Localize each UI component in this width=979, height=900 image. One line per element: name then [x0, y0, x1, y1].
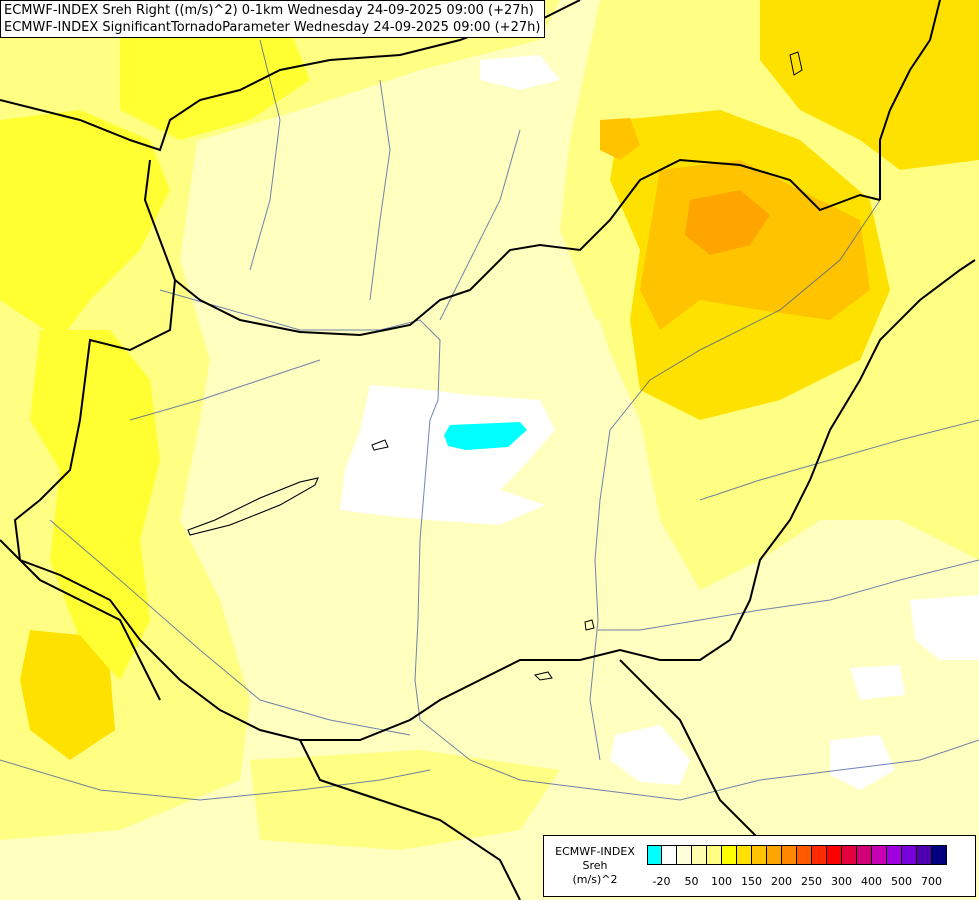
legend-tick-label: 300 [831, 875, 852, 888]
legend-swatch [842, 845, 857, 865]
field-gold-north [120, 10, 310, 140]
field-white-se-2 [830, 735, 895, 790]
legend-swatch [917, 845, 932, 865]
legend-tick-label: 500 [891, 875, 912, 888]
legend-swatch [932, 845, 947, 865]
legend-swatch [752, 845, 767, 865]
river-raba [129, 359, 321, 421]
field-cyan-spot [444, 422, 527, 450]
legend-swatch [677, 845, 692, 865]
field-white-center [340, 385, 555, 525]
border-bosnia [299, 739, 521, 900]
legend-tick-label: 100 [711, 875, 732, 888]
field-white-south [480, 55, 560, 90]
legend-tick-label: -20 [652, 875, 671, 888]
lake-small-se [584, 619, 595, 631]
field-gold-ne [760, 0, 979, 170]
river-somes [699, 419, 979, 501]
legend-tick-label: 400 [861, 875, 882, 888]
legend-label: ECMWF-INDEX Sreh (m/s)^2 [548, 845, 642, 887]
legend-tick-label: 700 [921, 875, 942, 888]
legend-tick-label: 200 [771, 875, 792, 888]
field-gold-sw [20, 630, 115, 760]
river-sava [0, 759, 431, 801]
river-hron [439, 129, 521, 321]
border-ukraine [879, 0, 941, 200]
legend-swatch [782, 845, 797, 865]
title-line-2: ECMWF-INDEX SignificantTornadoParameter … [4, 20, 541, 35]
border-hungary-austria [13, 259, 976, 741]
river-morava [249, 39, 281, 271]
lake-balaton [187, 477, 319, 536]
river-mures [598, 559, 979, 631]
border-hungary-slovakia [174, 158, 881, 337]
legend-unit: (m/s)^2 [572, 873, 618, 886]
field-yellow-south [250, 750, 560, 850]
river-drava [49, 519, 411, 736]
border-romania-serbia [619, 659, 761, 841]
rivers [0, 39, 979, 801]
lake-velence [371, 439, 389, 451]
field-gold-west [30, 330, 160, 680]
legend-swatch [857, 845, 872, 865]
legend-swatch [767, 845, 782, 865]
lake-small-s [534, 671, 553, 681]
legend-tick-label: 50 [684, 875, 699, 888]
legend-swatch [872, 845, 887, 865]
title-line-1: ECMWF-INDEX Sreh Right ((m/s)^2) 0-1km W… [4, 3, 534, 18]
legend-swatch [647, 845, 662, 865]
legend-swatch [707, 845, 722, 865]
field-white-se-1 [610, 725, 690, 785]
river-tisza [589, 199, 881, 761]
legend-swatch [662, 845, 677, 865]
legend-swatch [887, 845, 902, 865]
border-croatia [0, 539, 161, 701]
lakes [187, 51, 803, 681]
field-amber-spot [600, 118, 640, 160]
legend-swatch [692, 845, 707, 865]
legend-swatch [902, 845, 917, 865]
legend-swatch [722, 845, 737, 865]
lake-small-ne [789, 51, 803, 76]
legend-swatch [827, 845, 842, 865]
legend-swatch [812, 845, 827, 865]
field-amber-spot-2 [790, 205, 830, 245]
legend-swatch [737, 845, 752, 865]
river-vah [369, 79, 391, 301]
field-white-se-3 [910, 595, 979, 660]
color-legend: ECMWF-INDEX Sreh (m/s)^2 -20 50 100 150 200 2… [543, 835, 976, 897]
map-title: ECMWF-INDEX Sreh Right ((m/s)^2) 0-1km W… [0, 0, 546, 38]
field-gold-nw [0, 110, 170, 340]
legend-variable: Sreh [582, 859, 608, 872]
legend-swatches [647, 845, 947, 865]
border-poland [143, 159, 176, 281]
legend-tick-label: 250 [801, 875, 822, 888]
field-white-se-4 [850, 665, 905, 700]
legend-name: ECMWF-INDEX [555, 845, 635, 858]
legend-tick-label: 150 [741, 875, 762, 888]
river-danube [159, 289, 979, 801]
field-orange-core [685, 190, 770, 255]
legend-swatch [797, 845, 812, 865]
